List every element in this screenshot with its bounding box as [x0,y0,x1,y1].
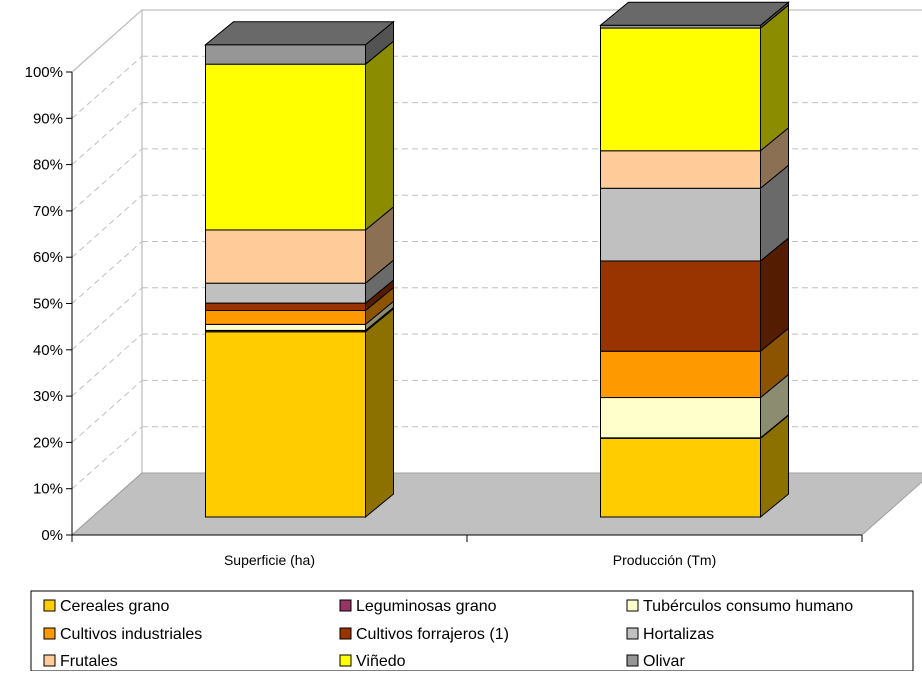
gridline-side [71,194,143,258]
bar-segment-front [205,229,366,284]
bar-segment-side [760,4,789,152]
bar-segment-front [205,310,366,325]
gridline-side [71,426,143,490]
bars [204,1,790,519]
bar-segment-side [365,307,394,519]
y-tick-label: 100% [25,64,63,81]
legend-item: Cereales grano [43,598,170,615]
legend-swatch [626,627,639,640]
gridline-side [71,287,143,351]
legend-swatch [339,654,352,667]
gridline-side [71,9,143,73]
axes: 0% 10% 20% 30% 40% 50% 60% 70% 80% 90% 100% Superfi… [25,64,863,568]
y-tick-label: 60% [33,249,63,266]
y-tick-label: 0% [41,527,63,544]
legend-swatch [339,599,352,612]
bar-segment-front [600,350,761,399]
chart-floor [70,472,922,536]
bar-top-face [204,21,395,46]
gridline-side [71,380,143,443]
gridline-side [71,148,143,212]
legend-item: Cultivos industriales [43,626,202,643]
y-tick-label: 70% [33,203,63,220]
bar-segment-side [365,40,394,231]
legend-label: Cultivos industriales [60,626,202,643]
gridline-side [71,241,143,304]
bar-stack [599,1,790,519]
legend-label: Olivar [643,653,685,670]
y-tick-label: 40% [33,342,63,359]
legend-item: Tubérculos consumo humano [626,598,853,615]
legend: Cereales grano Leguminosas grano Tubérculo… [30,590,914,672]
bar-segment-front [205,323,366,331]
bar-segment-front [600,150,761,189]
legend-label: Leguminosas grano [356,598,497,615]
bar-stack [204,20,395,519]
legend-item: Leguminosas grano [339,598,497,615]
bar-segment-front [205,282,366,304]
legend-swatch [43,654,56,667]
legend-label: Cultivos forrajeros (1) [356,626,509,643]
legend-swatch [626,599,639,612]
bar-segment-front [205,44,366,65]
bar-segment-front [600,187,761,262]
legend-item: Cultivos forrajeros (1) [339,626,509,643]
bar-segment-front [600,437,761,518]
bar-segment-front [600,260,761,352]
legend-label: Cereales grano [60,598,170,615]
bar-top-face [599,1,790,26]
bar-segment-front [600,27,761,152]
legend-swatch [339,627,352,640]
legend-box [30,590,914,672]
gridline-side [71,102,143,165]
y-tick-label: 90% [33,110,63,127]
legend-item: Viñedo [339,653,406,670]
bar-segment-front [205,63,366,231]
y-tick-label: 10% [33,481,63,498]
legend-item: Frutales [43,653,118,670]
y-tick-label: 30% [33,388,63,405]
legend-label: Frutales [60,653,118,670]
legend-item: Olivar [626,653,685,670]
gridlines [71,9,922,490]
legend-swatch [626,654,639,667]
legend-swatch [43,599,56,612]
y-tick-label: 20% [33,434,63,451]
bar-segment-front [205,302,366,312]
legend-label: Viñedo [356,653,406,670]
y-tick-label: 80% [33,157,63,174]
back-wall-outline [71,9,922,536]
legend-label: Tubérculos consumo humano [643,598,853,615]
x-tick-label: Superficie (ha) [224,552,315,568]
legend-item: Hortalizas [626,626,714,643]
legend-swatch [43,627,56,640]
gridline-side [71,333,143,397]
chart-walls [70,9,922,536]
gridline-side [71,55,143,119]
bar-segment-front [205,331,366,518]
x-tick-label: Producción (Tm) [613,552,716,568]
y-tick-label: 50% [33,296,63,313]
legend-label: Hortalizas [643,626,714,643]
bar-segment-front [600,397,761,439]
